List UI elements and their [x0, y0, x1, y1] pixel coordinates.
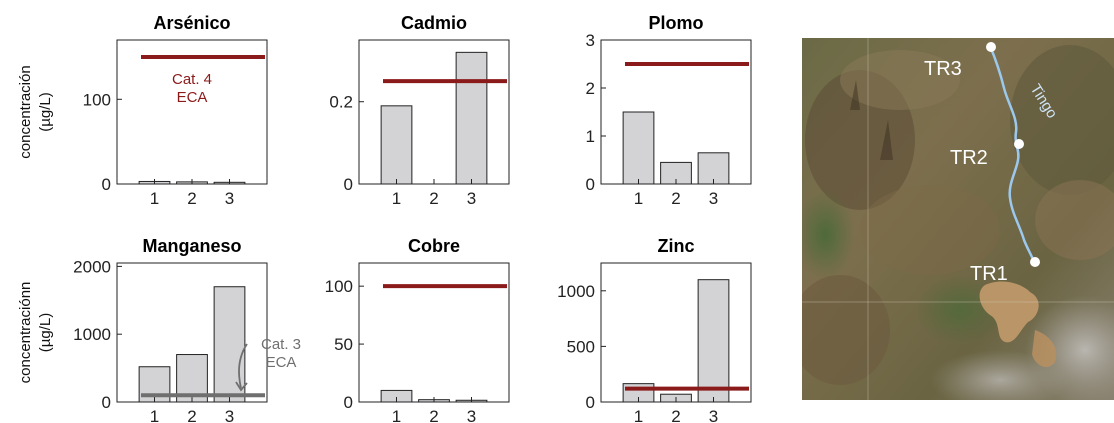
panel-cobre: Cobre 0 50 100 1 2 3	[325, 236, 510, 423]
panel-zinc: Zinc 0 500 1000 1 2 3	[557, 236, 752, 423]
panel-title-zinc: Zinc	[657, 236, 694, 256]
ylabel-manganeso-0: concentraciónn	[17, 282, 34, 384]
ytick-label-cobre-0: 0	[344, 393, 353, 412]
ytick-label-plomo-1: 1	[586, 127, 595, 146]
xtick-label-manganeso-2: 2	[187, 407, 196, 423]
ytick-label-zinc-1: 500	[567, 337, 595, 356]
river-line	[988, 45, 1036, 263]
panel-title-manganeso: Manganeso	[142, 236, 241, 256]
xtick-label-cadmio-3: 3	[467, 189, 476, 208]
panel-title-cadmio: Cadmio	[401, 13, 467, 33]
xtick-label-cobre-3: 3	[467, 407, 476, 423]
xtick-label-zinc-1: 1	[634, 407, 643, 423]
bar-cadmio-3	[455, 51, 488, 185]
sampling-point-tr2	[1014, 139, 1024, 149]
ytick-label-cobre-1: 50	[334, 335, 353, 354]
annotation-arrowhead-manganeso	[235, 381, 248, 392]
xtick-label-arsenico-1: 1	[150, 189, 159, 208]
bar-cadmio-1	[380, 105, 413, 185]
ytick-label-cadmio-0: 0	[344, 175, 353, 194]
xtick-label-cadmio-2: 2	[429, 189, 438, 208]
ytick-label-arsenico-1: 100	[83, 90, 111, 109]
ylabel-arsenico-0: concentración	[17, 65, 34, 158]
xtick-label-zinc-3: 3	[709, 407, 718, 423]
xtick-label-plomo-2: 2	[671, 189, 680, 208]
panel-title-cobre: Cobre	[408, 236, 460, 256]
panel-title-plomo: Plomo	[648, 13, 703, 33]
bar-plomo-1	[622, 111, 655, 185]
xtick-label-plomo-1: 1	[634, 189, 643, 208]
ylabel-manganeso-1: (µg/L)	[37, 313, 54, 353]
annotation-arrow-manganeso	[238, 343, 248, 389]
ytick-label-manganeso-0: 0	[102, 393, 111, 412]
ylabel-arsenico-1: (µg/L)	[37, 92, 54, 132]
xtick-label-manganeso-3: 3	[225, 407, 234, 423]
bar-plomo-3	[697, 152, 730, 185]
satellite-map: TR3 TR2 TR1 Tingo	[802, 38, 1114, 400]
ytick-label-manganeso-1: 1000	[73, 325, 111, 344]
ytick-label-zinc-0: 0	[586, 393, 595, 412]
xtick-label-manganeso-1: 1	[150, 407, 159, 423]
map-label-tr2: TR2	[950, 147, 988, 169]
xtick-label-cadmio-1: 1	[392, 189, 401, 208]
ytick-label-cadmio-1: 0.2	[329, 93, 353, 112]
annotation-arsenico-1: ECA	[177, 89, 208, 106]
map-label-tr3: TR3	[924, 58, 962, 80]
ytick-label-arsenico-0: 0	[102, 175, 111, 194]
ytick-label-plomo-3: 3	[586, 31, 595, 50]
xtick-label-zinc-2: 2	[671, 407, 680, 423]
xtick-label-cobre-2: 2	[429, 407, 438, 423]
xtick-label-cobre-1: 1	[392, 407, 401, 423]
ytick-label-plomo-0: 0	[586, 175, 595, 194]
axes-box-cobre	[358, 262, 510, 403]
annotation-arsenico-0: Cat. 4	[172, 71, 212, 88]
ytick-label-manganeso-2: 2000	[73, 257, 111, 276]
sampling-point-tr1	[1030, 257, 1040, 267]
ytick-label-plomo-2: 2	[586, 79, 595, 98]
sampling-point-tr3	[986, 42, 996, 52]
xtick-label-arsenico-3: 3	[225, 189, 234, 208]
xtick-label-plomo-3: 3	[709, 189, 718, 208]
ytick-label-zinc-2: 1000	[557, 282, 595, 301]
map-label-tr1: TR1	[970, 263, 1008, 285]
xtick-label-arsenico-2: 2	[187, 189, 196, 208]
axes-box-arsenico	[116, 39, 268, 185]
ytick-label-cobre-2: 100	[325, 277, 353, 296]
bar-zinc-3	[697, 279, 730, 403]
annotation-manganeso-0: Cat. 3	[261, 336, 301, 353]
annotation-manganeso-1: ECA	[266, 354, 297, 371]
panel-title-arsenico: Arsénico	[153, 13, 230, 33]
panel-cadmio: Cadmio 0 0.2 1 2 3	[329, 13, 510, 208]
panel-plomo: Plomo 0 1 2 3 1 2 3	[586, 13, 752, 208]
